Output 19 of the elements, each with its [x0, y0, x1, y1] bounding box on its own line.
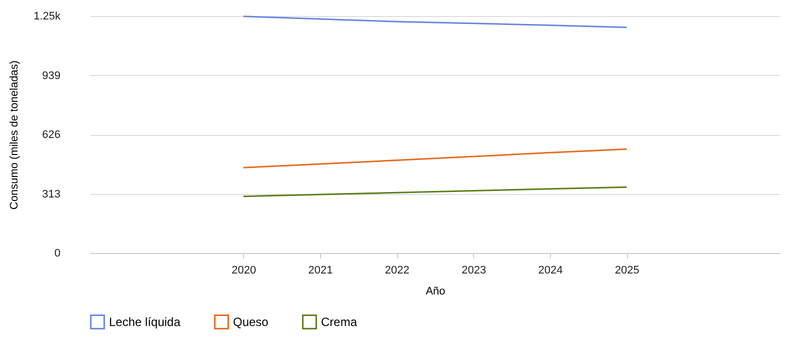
y-tick-label: 1.25k [34, 10, 61, 22]
line-series [242, 16, 628, 28]
x-tick-label: 2021 [308, 264, 333, 276]
x-axis-title: Año [426, 286, 446, 298]
x-tick-label: 2022 [384, 264, 410, 276]
x-tick-label: 2020 [232, 264, 256, 276]
y-tick-label: 0 [54, 248, 60, 260]
x-tick-label: 2025 [614, 264, 640, 276]
y-tick-label: 313 [42, 188, 60, 200]
line-series [242, 148, 628, 168]
x-tick-label: 2024 [538, 264, 563, 276]
line-series [242, 186, 628, 198]
legend-label: Queso [233, 314, 269, 329]
legend-label: Crema [321, 314, 358, 329]
y-axis-title: Consumo (miles de toneladas) [8, 60, 21, 210]
y-tick-label: 626 [42, 129, 60, 141]
legend-label: Leche líquida [109, 314, 181, 329]
y-tick-label: 939 [42, 70, 60, 82]
x-tick-label: 2023 [462, 264, 486, 276]
